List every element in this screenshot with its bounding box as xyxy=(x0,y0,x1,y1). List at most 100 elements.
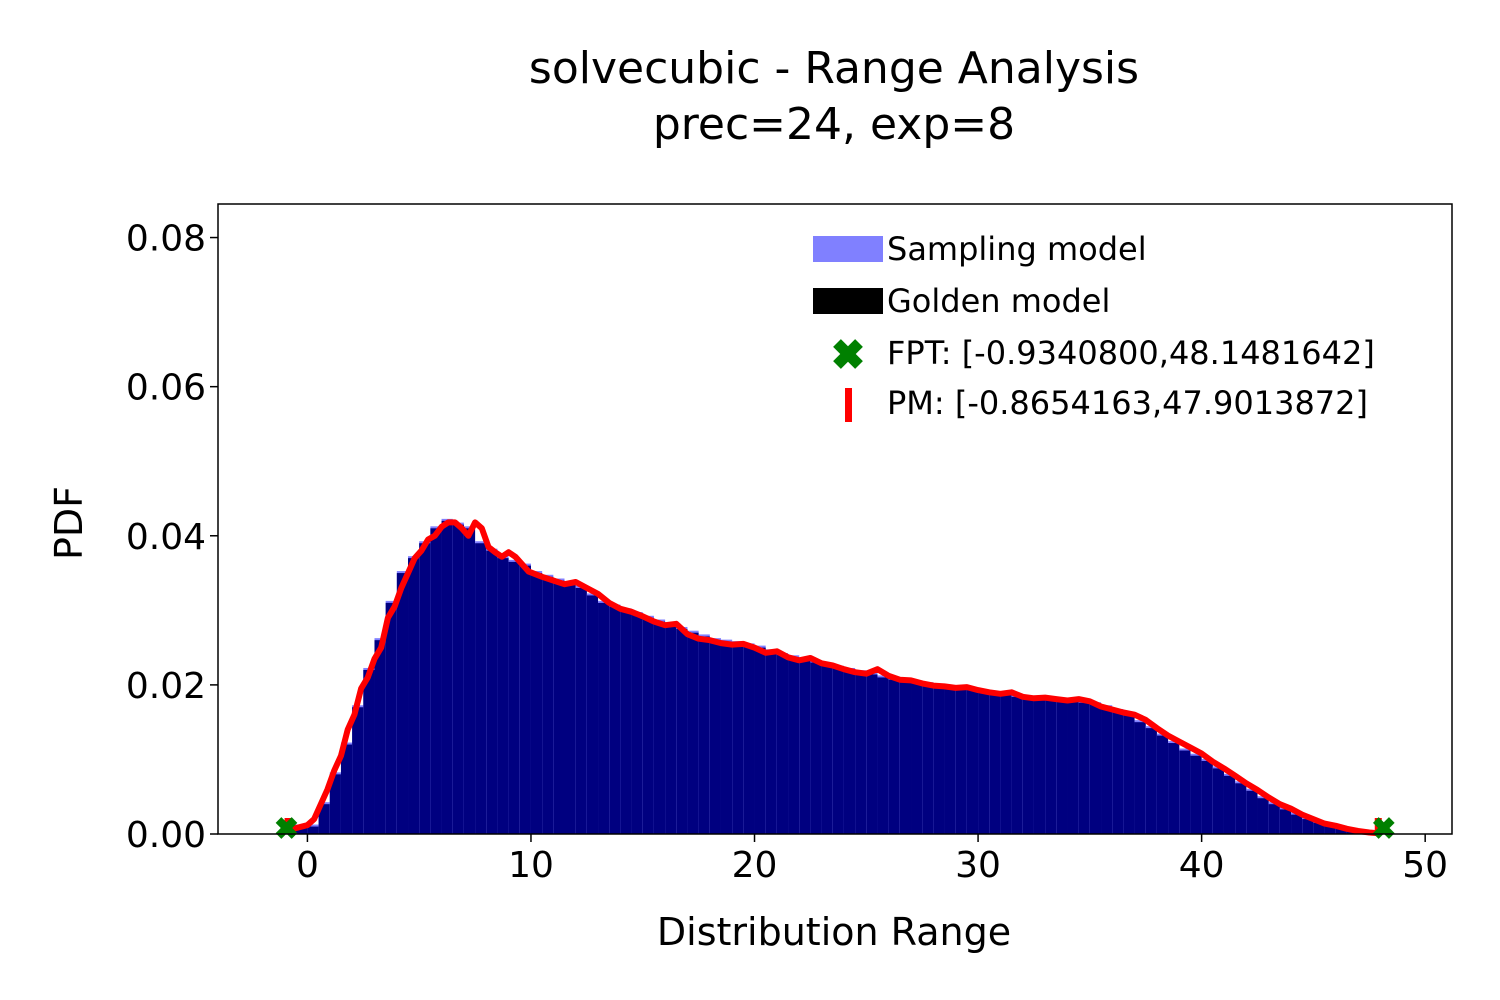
golden-bar xyxy=(385,602,397,834)
golden-bar xyxy=(709,640,721,834)
golden-bar xyxy=(665,625,677,834)
legend-label-golden: Golden model xyxy=(887,282,1110,320)
golden-bar xyxy=(1067,701,1079,834)
chart-subtitle: prec=24, exp=8 xyxy=(653,99,1015,150)
legend-label-sampling: Sampling model xyxy=(887,230,1147,268)
legend-label-pm: PM: [-0.8654163,47.9013872] xyxy=(887,384,1368,422)
golden-bar xyxy=(508,561,520,834)
golden-bar xyxy=(966,690,979,834)
golden-bar xyxy=(989,693,1001,834)
chart-title: solvecubic - Range Analysis xyxy=(529,43,1139,94)
golden-bar xyxy=(519,565,531,834)
golden-bar xyxy=(944,687,956,834)
golden-bar xyxy=(855,672,867,834)
golden-bar xyxy=(475,543,487,834)
x-tick-label: 10 xyxy=(508,845,554,886)
golden-bar xyxy=(1056,699,1068,834)
golden-bar xyxy=(1212,768,1224,834)
golden-bar xyxy=(720,641,733,834)
golden-bar xyxy=(1078,702,1090,834)
golden-bar xyxy=(586,595,599,834)
golden-bar xyxy=(788,657,800,834)
golden-bar xyxy=(1246,790,1258,834)
golden-bar xyxy=(799,659,811,834)
golden-bar xyxy=(352,707,364,834)
golden-bar xyxy=(888,679,900,834)
legend-fpt-marker-icon xyxy=(833,339,863,369)
y-tick-label: 0.02 xyxy=(126,666,206,707)
x-tick-label: 0 xyxy=(296,845,319,886)
x-tick-label: 40 xyxy=(1179,845,1225,886)
golden-bar xyxy=(486,550,498,834)
golden-bar xyxy=(1324,825,1336,834)
golden-bar xyxy=(866,674,878,834)
y-tick-label: 0.00 xyxy=(126,815,206,856)
golden-bar xyxy=(776,655,789,834)
golden-bar xyxy=(899,681,912,834)
y-tick-label: 0.08 xyxy=(126,219,206,260)
pm-curve xyxy=(284,519,1382,837)
golden-bar xyxy=(430,528,442,834)
y-tick-label: 0.04 xyxy=(126,517,206,558)
golden-bar xyxy=(933,685,945,834)
golden-bar xyxy=(642,617,654,834)
plot-frame xyxy=(217,203,1453,835)
golden-bar xyxy=(1145,728,1157,834)
golden-bar xyxy=(922,684,934,834)
golden-bar xyxy=(530,573,543,834)
golden-bar xyxy=(1235,783,1247,834)
golden-bar xyxy=(553,580,565,834)
golden-bar xyxy=(408,558,420,834)
golden-bar xyxy=(1156,735,1169,834)
golden-bar xyxy=(821,664,833,834)
golden-bar xyxy=(441,520,453,834)
legend: Sampling model Golden model FPT: [-0.934… xyxy=(813,230,1375,422)
golden-bar xyxy=(955,688,967,834)
golden-bar xyxy=(687,632,699,834)
legend-label-fpt: FPT: [-0.9340800,48.1481642] xyxy=(887,334,1375,372)
golden-bar xyxy=(374,640,386,834)
golden-bar xyxy=(1223,775,1236,834)
golden-bar xyxy=(1190,755,1202,834)
golden-bar xyxy=(1033,698,1046,834)
golden-bar xyxy=(1112,710,1124,834)
golden-bar xyxy=(463,528,476,834)
golden-bar xyxy=(542,576,554,834)
golden-bar xyxy=(1313,822,1325,834)
golden-bar xyxy=(743,645,755,834)
golden-bar xyxy=(396,573,409,834)
golden-bar xyxy=(732,643,744,834)
golden-bar xyxy=(1279,809,1292,834)
golden-bar xyxy=(1022,697,1034,834)
golden-bar xyxy=(1101,707,1113,834)
golden-bar xyxy=(698,636,710,834)
golden-bar xyxy=(609,606,621,834)
golden-bar xyxy=(497,558,509,834)
golden-bar xyxy=(676,628,688,834)
golden-bar xyxy=(1011,696,1023,834)
golden-bar xyxy=(1335,828,1347,834)
golden-bar xyxy=(978,692,990,834)
golden-bar xyxy=(631,614,643,834)
golden-bar xyxy=(363,669,375,834)
pm-curve-group xyxy=(284,519,1382,837)
golden-bar xyxy=(1134,722,1146,834)
golden-bar xyxy=(598,602,610,834)
golden-bar xyxy=(307,826,319,834)
golden-bar xyxy=(1000,695,1012,834)
golden-bar xyxy=(911,682,923,834)
golden-bar xyxy=(620,610,632,834)
x-axis-label: Distribution Range xyxy=(657,910,1011,954)
golden-bar xyxy=(340,744,353,834)
legend-pm-marker-icon xyxy=(845,388,852,422)
golden-bar xyxy=(329,774,341,834)
golden-bar xyxy=(564,584,576,834)
golden-bar xyxy=(1201,760,1213,834)
golden-bar xyxy=(832,667,844,834)
golden-bar xyxy=(575,587,587,834)
x-axis-ticks: 0 10 20 30 40 50 xyxy=(296,834,1448,886)
golden-bar xyxy=(1123,714,1135,834)
y-tick-label: 0.06 xyxy=(126,368,206,409)
x-tick-label: 50 xyxy=(1402,845,1448,886)
